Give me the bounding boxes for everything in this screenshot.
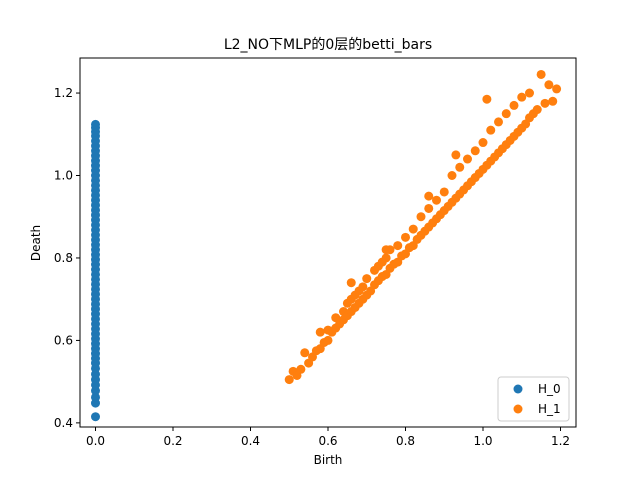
data-point — [482, 94, 492, 104]
data-point — [432, 195, 441, 205]
series-h-1 — [284, 69, 562, 385]
plot-area: 0.0 0.2 0.4 0.6 0.8 1.0 1.2 0.4 0.6 0.8 1.0 1.2 — [54, 57, 577, 448]
data-point — [323, 335, 333, 345]
x-tick-label: 0.0 — [86, 434, 105, 448]
data-point — [532, 105, 542, 115]
data-point — [447, 171, 457, 180]
y-tick-label: 1.2 — [54, 86, 73, 100]
legend-marker — [513, 384, 523, 394]
data-point — [509, 100, 519, 110]
data-point — [381, 253, 391, 263]
data-point — [424, 203, 434, 213]
data-point — [416, 212, 426, 222]
x-tick-label: 0.8 — [396, 434, 415, 448]
data-point — [540, 98, 550, 108]
data-point — [424, 191, 434, 201]
data-point — [552, 84, 562, 94]
data-point — [300, 348, 310, 358]
data-point — [501, 109, 511, 119]
data-point — [548, 96, 558, 106]
data-point — [451, 150, 461, 160]
data-point — [463, 154, 472, 164]
data-point — [284, 375, 294, 385]
data-point — [346, 278, 356, 288]
data-point — [91, 392, 100, 402]
data-point — [362, 274, 372, 284]
data-point — [401, 232, 410, 242]
chart-title: L2_NO下MLP的0层的betti_bars — [224, 37, 432, 53]
legend: H_0H_1 — [497, 376, 570, 422]
data-point — [478, 138, 488, 148]
data-point — [315, 327, 325, 337]
series-h-0 — [91, 119, 100, 422]
data-point — [536, 69, 546, 79]
data-point — [494, 117, 503, 127]
data-point — [393, 241, 403, 251]
data-point — [455, 162, 465, 172]
legend-label: H_0 — [538, 382, 561, 396]
x-tick-label: 0.4 — [241, 434, 260, 448]
data-point — [91, 119, 100, 129]
legend-label: H_1 — [538, 402, 561, 416]
legend-marker — [513, 404, 523, 414]
data-point — [525, 88, 534, 98]
x-tick-label: 1.2 — [551, 434, 570, 448]
x-tick-label: 0.2 — [163, 434, 182, 448]
y-tick-label: 0.8 — [54, 251, 73, 265]
x-axis-label: Birth — [314, 453, 343, 467]
data-point — [408, 224, 418, 234]
data-point — [358, 282, 368, 292]
data-point — [381, 245, 391, 255]
x-tick-label: 0.6 — [318, 434, 337, 448]
data-point — [296, 364, 306, 374]
x-tick-label: 1.0 — [473, 434, 492, 448]
y-axis-label: Death — [29, 225, 43, 261]
data-point — [439, 187, 449, 197]
y-tick-label: 1.0 — [54, 169, 73, 183]
data-point — [486, 125, 496, 135]
data-point — [470, 146, 480, 156]
data-point — [91, 412, 100, 422]
data-point — [544, 80, 554, 90]
data-point — [517, 92, 527, 102]
y-tick-label: 0.4 — [54, 416, 73, 430]
y-tick-label: 0.6 — [54, 333, 73, 347]
